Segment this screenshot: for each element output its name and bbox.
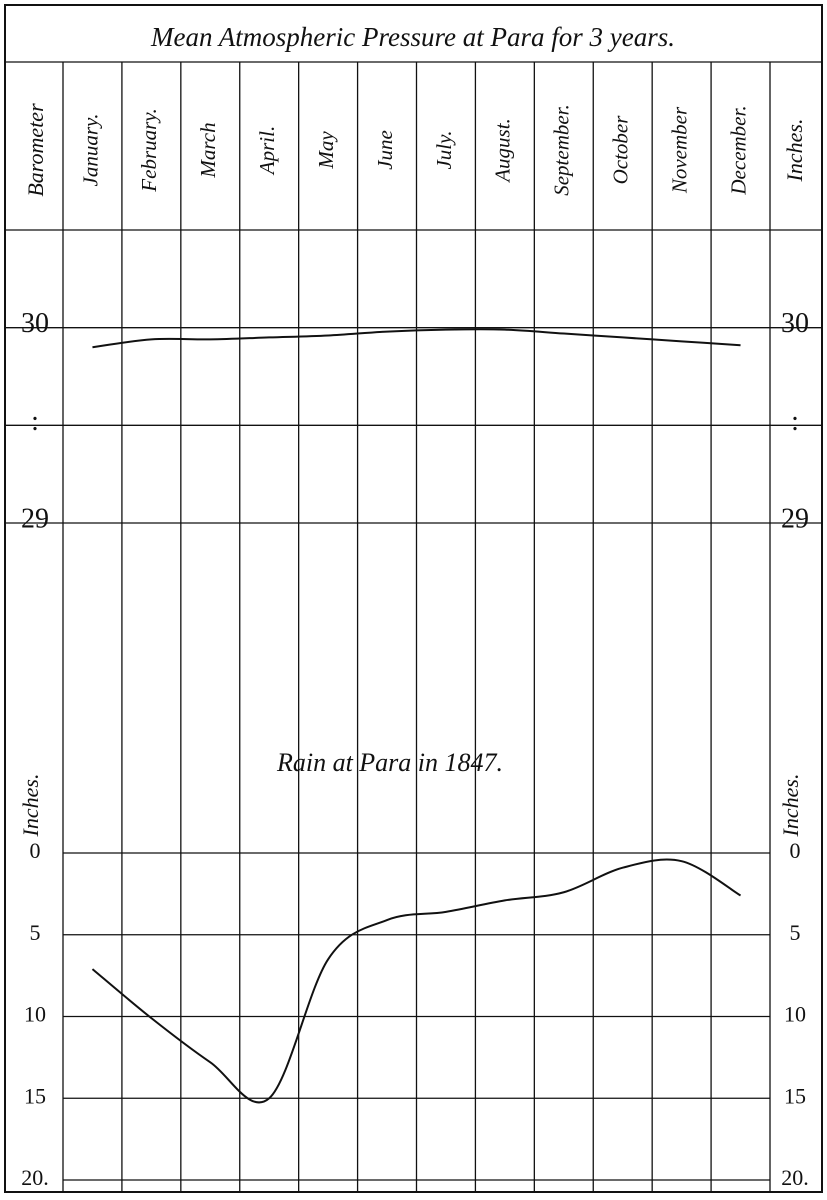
y2-tick-label: 0: [790, 838, 801, 863]
x-tick-label: November: [667, 106, 691, 194]
x-tick-label: February.: [137, 108, 161, 192]
y-tick-label: 30: [21, 308, 49, 339]
y-tick-label: 5: [30, 920, 41, 945]
x-tick-label: March: [196, 122, 220, 178]
x-tick-label: December.: [726, 105, 750, 195]
x-tick-label: August.: [491, 118, 515, 184]
x-tick-label: April.: [255, 126, 279, 176]
x-tick-label: May: [314, 131, 338, 170]
x-tick-label: June: [373, 130, 397, 170]
y2-tick-label: :: [791, 406, 799, 437]
x-tick-label: October: [609, 115, 633, 185]
y2-tick-label: 20.: [781, 1165, 809, 1190]
x-tick-label: September.: [550, 104, 574, 196]
y2-tick-label: 15: [784, 1083, 806, 1108]
series-line: [92, 328, 741, 349]
y2-axis-label: Inches.: [782, 119, 807, 183]
y-tick-label: 0: [30, 838, 41, 863]
y-tick-label: 20.: [21, 1165, 49, 1190]
y2-tick-label: 30: [781, 308, 809, 339]
rain-y-label: Inches.: [18, 774, 43, 838]
x-tick-label: January.: [78, 114, 102, 187]
series-line: [91, 858, 742, 1104]
y-tick-label: :: [31, 406, 39, 437]
y2-tick-label: 10: [784, 1002, 806, 1027]
x-tick-label: July.: [432, 130, 456, 169]
rain-y2-label: Inches.: [778, 774, 803, 838]
y-tick-label: 10: [24, 1002, 46, 1027]
y2-tick-label: 29: [781, 503, 809, 534]
y-tick-label: 15: [24, 1083, 46, 1108]
y-tick-label: 29: [21, 503, 49, 534]
frame: [4, 4, 823, 1193]
rain-title: Rain at Para in 1847.: [276, 748, 503, 777]
chart-title: Mean Atmospheric Pressure at Para for 3 …: [150, 22, 675, 52]
y-axis-label: Barometer: [23, 103, 48, 197]
y2-tick-label: 5: [790, 920, 801, 945]
